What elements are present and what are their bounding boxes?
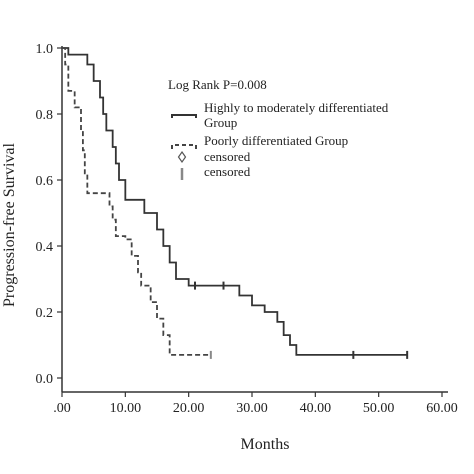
legend-swatch-dashed (171, 144, 197, 149)
y-tick-label: 1.0 (36, 42, 54, 57)
legend-label-censored-2: censored (204, 164, 251, 179)
legend-swatch-solid (171, 114, 197, 118)
y-ticks: 0.0 0.2 0.4 0.6 0.8 1.0 (36, 42, 62, 387)
legend-entry-dashed: Poorly differentiated Group (171, 133, 348, 149)
legend: Highly to moderately differentiated Grou… (171, 100, 389, 180)
legend-entry-solid: Highly to moderately differentiated Grou… (171, 100, 389, 130)
legend-label-solid-line2: Group (204, 115, 237, 130)
series-line-solid (62, 47, 408, 356)
x-tick-label: 50.00 (363, 401, 395, 416)
x-tick-label: 10.00 (110, 401, 142, 416)
y-tick-label: 0.4 (36, 240, 54, 255)
legend-label-censored-1: censored (204, 149, 251, 164)
y-tick-label: 0.8 (36, 108, 54, 123)
legend-entry-censored-tick: censored (180, 164, 251, 180)
legend-entry-censored-diamond: censored (177, 149, 251, 164)
series-line-dashed (62, 47, 211, 356)
legend-label-solid: Highly to moderately differentiated (204, 100, 389, 115)
censored-diamond-icon (177, 150, 187, 164)
y-axis-title: Progression-free Survival (1, 142, 18, 307)
x-tick-label: 40.00 (300, 401, 332, 416)
x-tick-label: .00 (53, 401, 71, 416)
y-tick-label: 0.2 (36, 306, 54, 321)
x-axis-title: Months (241, 436, 290, 453)
x-ticks: .00 10.00 20.00 30.00 40.00 50.00 60.00 (53, 392, 458, 416)
x-tick-label: 30.00 (236, 401, 268, 416)
x-tick-label: 20.00 (173, 401, 205, 416)
x-tick-label: 60.00 (426, 401, 458, 416)
plot-area: 0.0 0.2 0.4 0.6 0.8 1.0 .00 10.00 20.00 30.00 40.… (36, 42, 458, 416)
y-tick-label: 0.0 (36, 372, 54, 387)
legend-label-dashed: Poorly differentiated Group (204, 133, 348, 148)
series-layer (62, 47, 409, 359)
y-tick-label: 0.6 (36, 174, 54, 189)
log-rank-annotation: Log Rank P=0.008 (168, 77, 267, 92)
